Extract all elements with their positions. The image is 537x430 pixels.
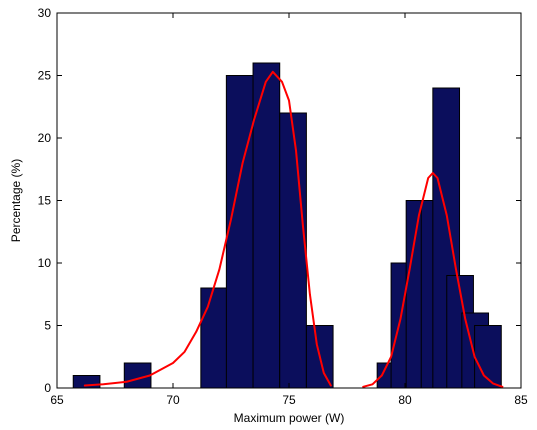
y-tick-label: 30	[38, 6, 52, 20]
histogram-bar	[252, 62, 281, 389]
y-tick-label: 20	[38, 131, 52, 145]
y-tick-label: 10	[38, 256, 52, 270]
bars-layer	[72, 62, 502, 389]
y-tick-label: 25	[38, 69, 52, 83]
ticks-layer: 65 70 75 80 85 0 5 10 15 20 25 30	[38, 6, 528, 407]
histogram-bar	[225, 75, 254, 389]
x-axis-label: Maximum power (W)	[234, 411, 345, 425]
histogram-bar	[200, 287, 229, 389]
x-tick-label: 85	[514, 393, 528, 407]
curves-layer	[83, 70, 504, 388]
x-tick-label: 70	[166, 393, 180, 407]
fit-curve	[362, 172, 504, 388]
y-tick-label: 5	[44, 319, 51, 333]
fit-curve	[83, 70, 332, 387]
y-axis-label: Percentage (%)	[9, 159, 23, 242]
y-tick-label: 15	[38, 194, 52, 208]
x-tick-label: 65	[50, 393, 64, 407]
x-tick-label: 80	[398, 393, 412, 407]
y-tick-label: 0	[44, 381, 51, 395]
x-tick-label: 75	[282, 393, 296, 407]
histogram-bar	[279, 112, 307, 389]
